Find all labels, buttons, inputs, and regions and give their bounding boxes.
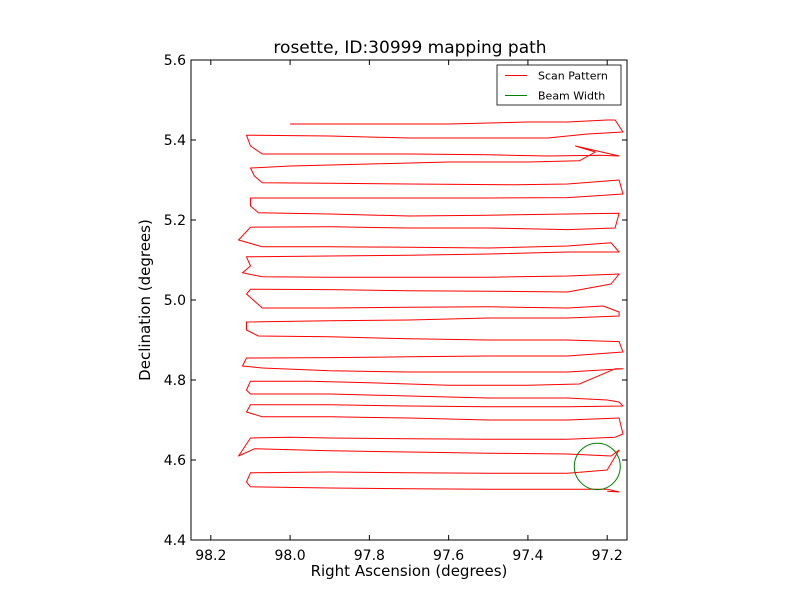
legend-box [496,64,622,106]
y-tick-label: 5.0 [164,293,186,309]
y-tick-label: 4.8 [164,373,186,389]
x-tick-label: 97.2 [592,548,623,564]
x-axis: 98.2 98.0 97.8 97.6 97.4 97.2 [195,60,623,564]
series-beam-width-circle [573,442,621,491]
y-tick-label: 5.4 [164,133,186,149]
series-scan-pattern-line [238,119,624,493]
x-tick-label: 97.4 [512,548,543,564]
x-tick-label: 97.8 [354,548,385,564]
x-tick-label: 98.0 [275,548,306,564]
plot-area [191,60,627,540]
y-tick-label: 4.4 [164,533,186,549]
chart-title: rosette, ID:30999 mapping path [273,38,546,58]
y-tick-label: 4.6 [164,453,186,469]
x-tick-label: 98.2 [195,548,226,564]
plot-clip-group [238,119,624,493]
y-axis: 4.4 4.6 4.8 5.0 5.2 5.4 5.6 [164,53,627,549]
y-axis-label: Declination (degrees) [136,219,154,381]
legend-label-scan-pattern: Scan Pattern [538,70,608,83]
legend: Scan Pattern Beam Width [496,64,622,106]
legend-label-beam-width: Beam Width [538,90,605,103]
y-tick-label: 5.6 [164,53,186,69]
y-tick-label: 5.2 [164,213,186,229]
x-tick-label: 97.6 [433,548,464,564]
x-axis-label: Right Ascension (degrees) [311,562,508,580]
